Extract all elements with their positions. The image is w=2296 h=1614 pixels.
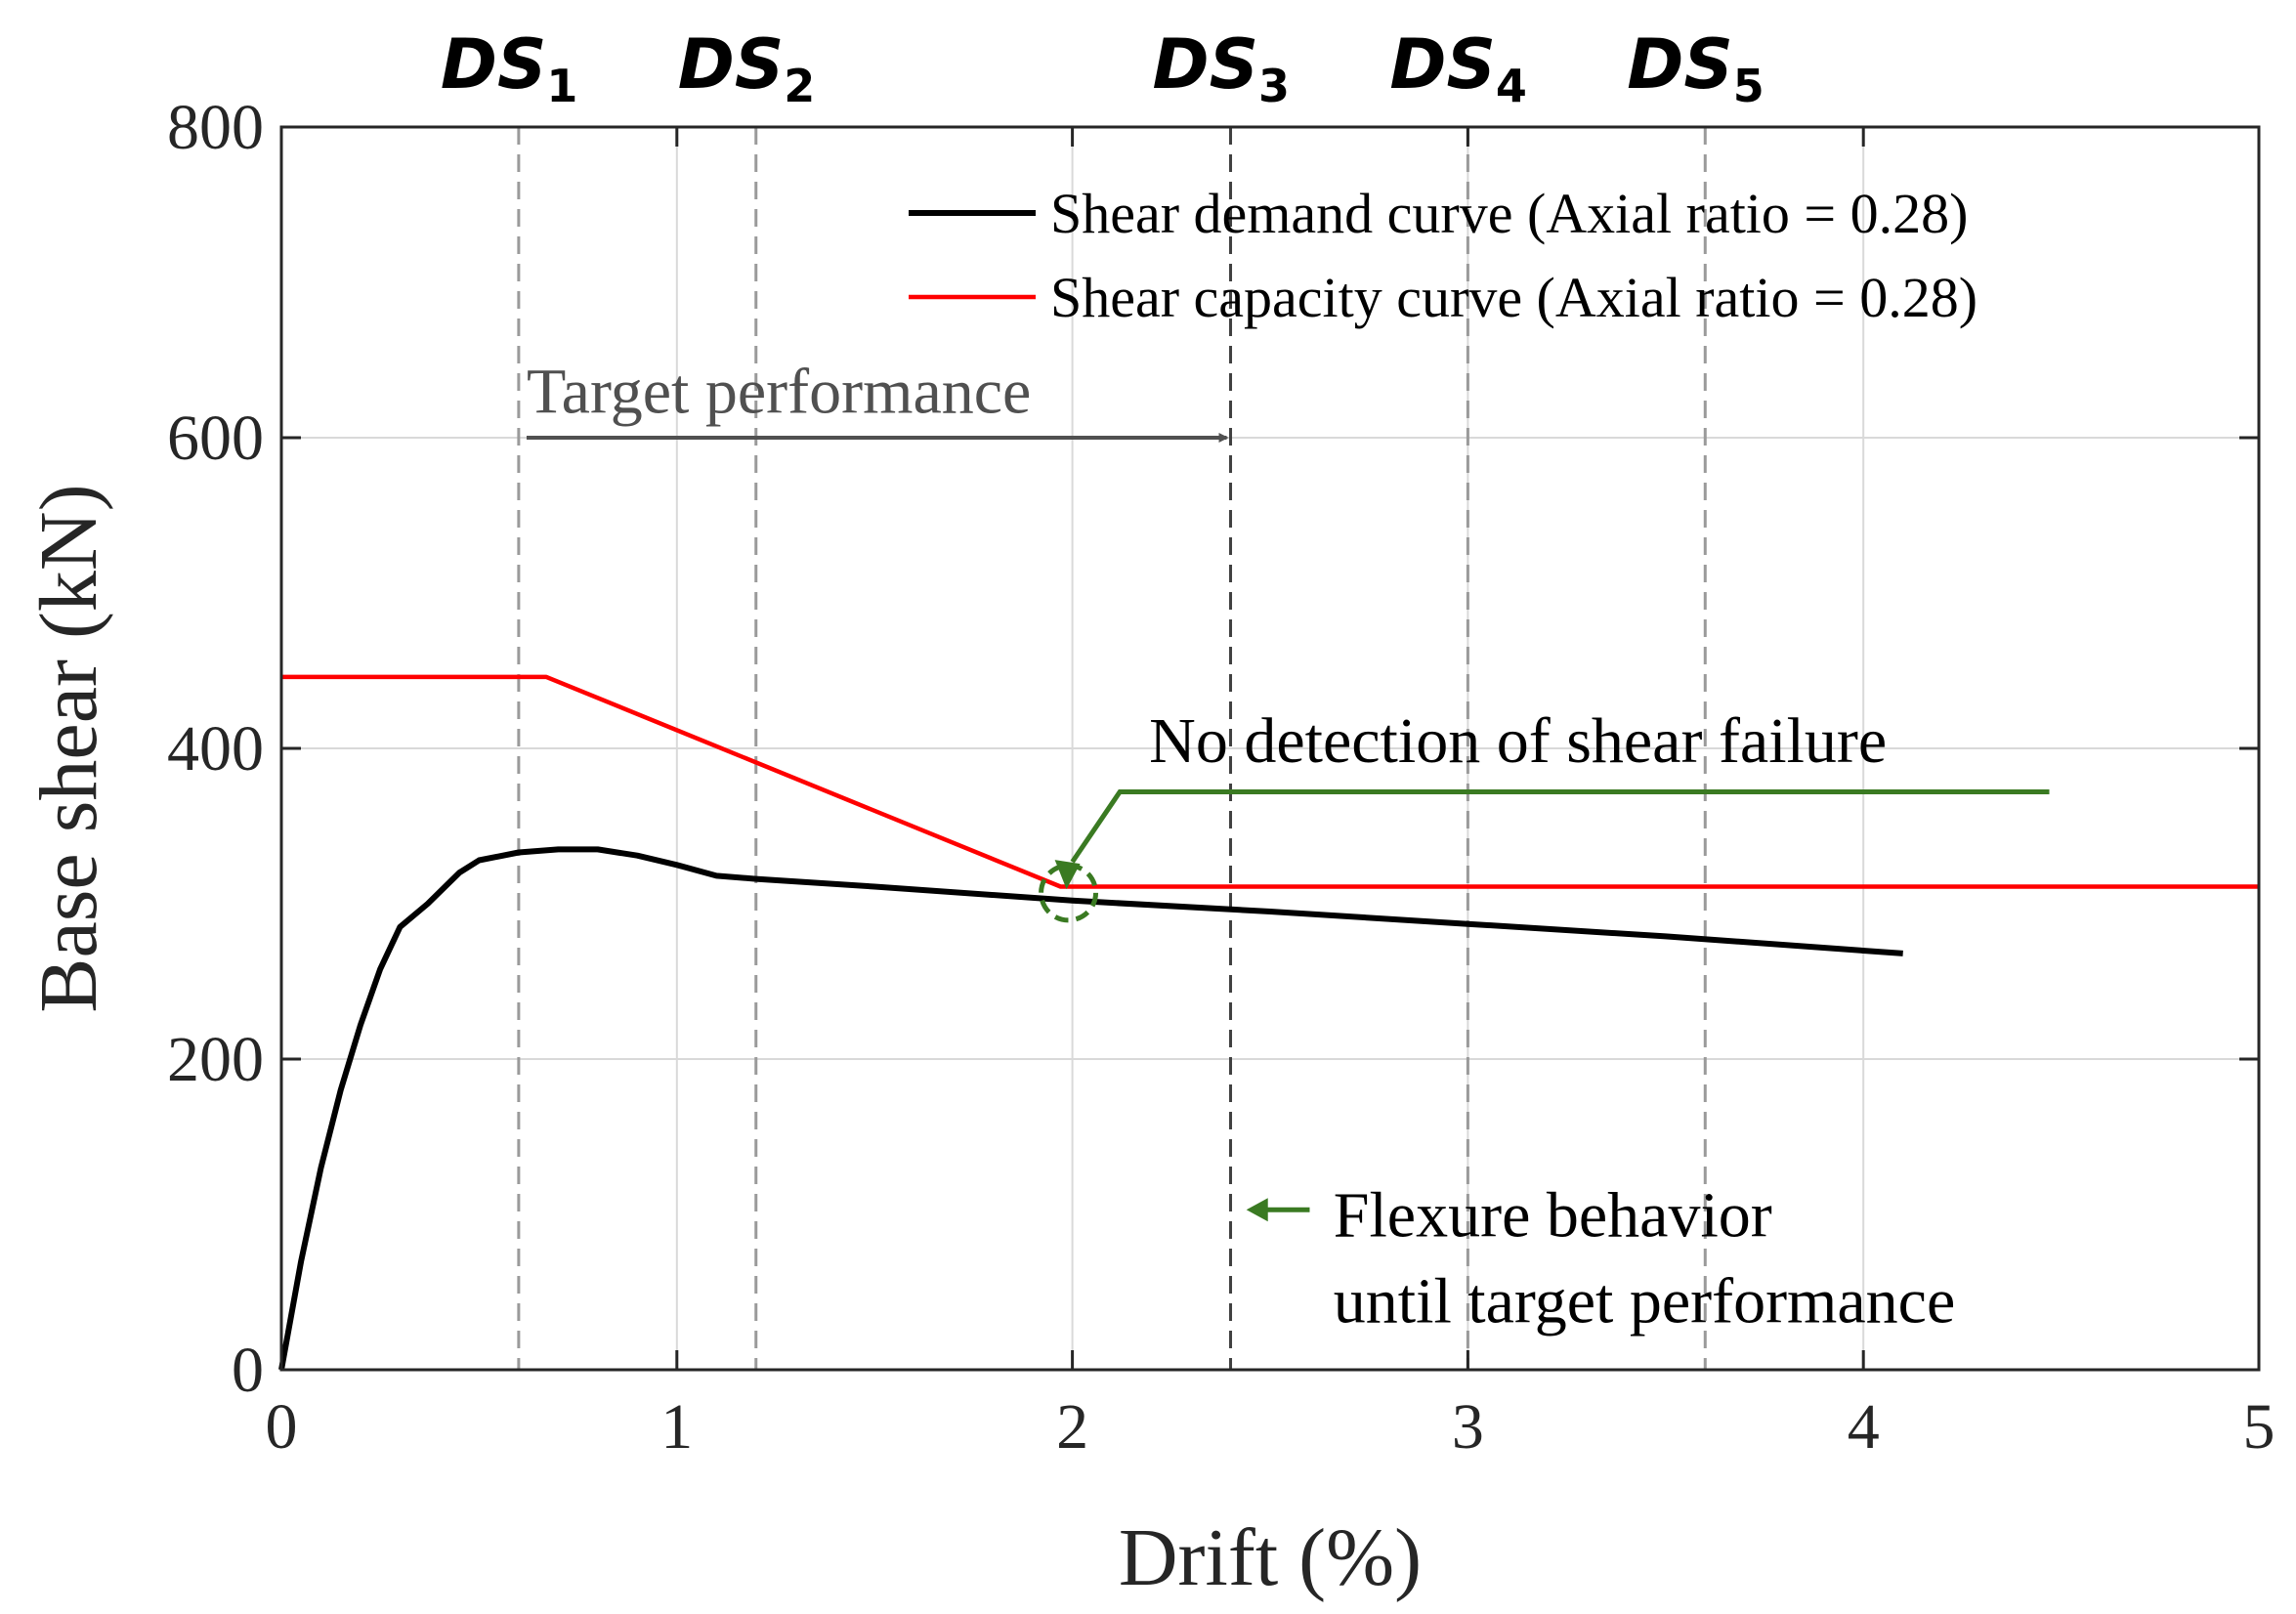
target-performance-text: Target performance	[527, 356, 1031, 427]
intersection-circle	[1039, 863, 1099, 923]
y-tick-label: 0	[232, 1335, 264, 1406]
ds1-label: DS1	[441, 24, 578, 112]
shear-demand-curve	[278, 846, 1903, 1371]
legend: Shear demand curve (Axial ratio = 0.28) S…	[909, 182, 1977, 329]
y-tick-label: 200	[167, 1024, 264, 1095]
no-detection-leader	[1070, 789, 2050, 864]
ds2-label: DS2	[678, 24, 816, 112]
x-tick-label: 5	[2243, 1391, 2275, 1463]
legend-capacity-label: Shear capacity curve (Axial ratio = 0.28…	[1050, 266, 1977, 329]
x-tick-label: 4	[1848, 1391, 1880, 1463]
annotations: Target performance No detection of shear …	[526, 356, 2050, 1338]
shear-capacity-curve	[281, 674, 2259, 889]
x-tick-label: 1	[660, 1391, 693, 1463]
x-tick-label: 2	[1056, 1391, 1088, 1463]
ds5-label: DS5	[1627, 24, 1765, 112]
x-tick-label: 3	[1452, 1391, 1484, 1463]
no-detection-text: No detection of shear failure	[1149, 705, 1887, 777]
damage-state-lines: DS1 DS2 DS3 DS4 DS5	[441, 24, 1765, 1370]
series-lines	[278, 674, 2259, 1371]
y-tick-label: 600	[167, 403, 264, 474]
legend-demand-label: Shear demand curve (Axial ratio = 0.28)	[1050, 182, 1968, 245]
x-axis-title: Drift (%)	[1119, 1512, 1422, 1603]
y-axis-title: Base shear (kN)	[23, 484, 114, 1012]
ds4-label: DS4	[1389, 24, 1527, 112]
flexure-arrowhead	[1246, 1198, 1268, 1222]
ds3-label: DS3	[1153, 24, 1291, 112]
x-tick-label: 0	[266, 1391, 298, 1463]
flexure-text-line: until target performance	[1334, 1266, 1956, 1338]
y-tick-label: 800	[167, 92, 264, 163]
y-tick-label: 400	[167, 713, 264, 785]
axis-ticks: 0 1 2 3 4 5 0 200 400 600 800	[167, 92, 2275, 1463]
flexure-text-line: Flexure behavior	[1334, 1180, 1772, 1252]
